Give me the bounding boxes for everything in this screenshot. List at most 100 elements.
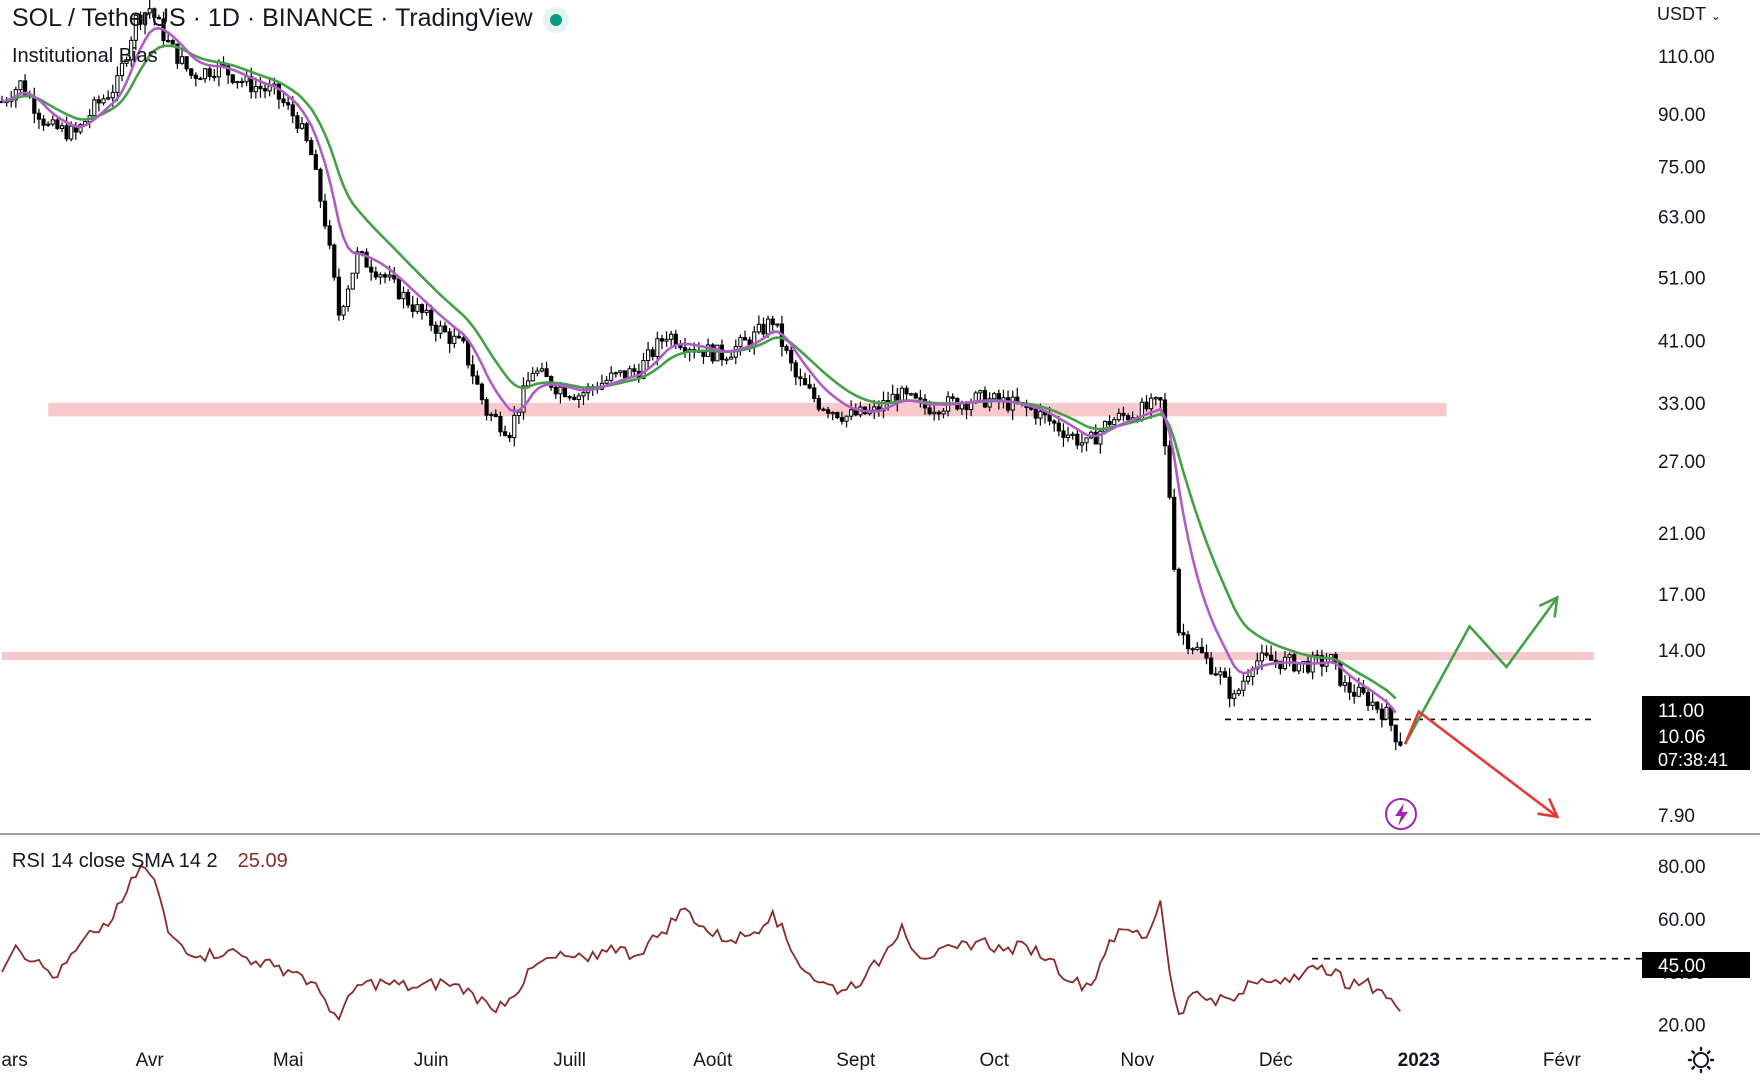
candle-body <box>710 344 715 362</box>
candle-body <box>396 278 401 300</box>
time-tick-label: Juin <box>414 1050 449 1071</box>
candle-body <box>313 154 318 170</box>
candle-body <box>918 397 923 400</box>
candle-body <box>613 372 618 375</box>
candle-body <box>69 125 74 140</box>
rsi-tick-label: 80.00 <box>1658 857 1706 878</box>
candle-body <box>55 119 60 129</box>
time-tick-label: Mars <box>0 1050 28 1071</box>
candle-body <box>41 118 46 126</box>
candle-body <box>447 331 452 344</box>
candle-body <box>1241 680 1246 691</box>
candle-body <box>604 379 609 384</box>
candle-body <box>198 77 203 81</box>
candle-body <box>59 125 65 129</box>
candle-body <box>521 385 526 413</box>
candle-body <box>142 12 148 25</box>
candle-body <box>1375 701 1380 710</box>
candle-body <box>539 368 545 372</box>
candle-body <box>839 417 845 422</box>
candle-body <box>909 393 914 396</box>
candle-body <box>479 383 485 401</box>
candle-body <box>1190 648 1195 651</box>
candle-body <box>202 68 208 80</box>
bullish-scenario-arrow <box>1403 596 1559 745</box>
price-axis[interactable]: 110.00 90.00 75.00 63.00 51.00 41.00 33.00 27.0… <box>1658 47 1715 827</box>
candle-body <box>166 40 171 43</box>
candle-body <box>761 323 766 335</box>
price-tick-label: 33.00 <box>1658 394 1706 415</box>
candle-body <box>1352 691 1357 697</box>
candle-body <box>369 266 374 273</box>
candle-body <box>992 393 997 400</box>
candle-body <box>669 333 674 340</box>
candle-body <box>1278 660 1283 670</box>
time-tick-label: Févr <box>1543 1050 1582 1071</box>
candle-body <box>646 349 651 361</box>
candle-body <box>46 123 51 126</box>
candle-body <box>553 386 558 395</box>
candle-body <box>50 119 55 125</box>
candle-body <box>336 276 341 316</box>
candle-body <box>410 304 415 312</box>
candle-body <box>382 274 388 278</box>
market-status-icon[interactable] <box>543 7 569 33</box>
candle-body <box>359 251 365 254</box>
candle-body <box>1213 673 1218 676</box>
candle-body <box>789 349 794 364</box>
lightning-icon[interactable] <box>1385 798 1417 830</box>
candle-body <box>364 251 369 268</box>
rsi-tick-label: 60.00 <box>1658 910 1706 931</box>
currency-selector[interactable]: USDT ⌄ <box>1657 4 1721 25</box>
candle-body <box>452 335 457 344</box>
indicator-name[interactable]: Institutional Bias <box>12 45 158 67</box>
candle-body <box>1222 671 1228 678</box>
candle-body <box>770 318 775 325</box>
candle-body <box>1296 663 1301 672</box>
candle-body <box>193 74 198 79</box>
time-tick-label: Déc <box>1259 1050 1293 1071</box>
time-tick-label: Août <box>693 1050 733 1071</box>
time-axis[interactable]: Mars Avr Mai Juin Juill Août Sept Oct Nov Déc 2023… <box>0 1050 1582 1071</box>
candle-body <box>881 400 886 412</box>
candle-body <box>1269 654 1274 661</box>
candle-body <box>807 384 812 389</box>
candle-body <box>1075 433 1080 446</box>
candle-body <box>715 344 720 362</box>
rsi-legend-label: RSI 14 close SMA 14 2 <box>12 850 218 872</box>
candle-body <box>378 274 383 278</box>
rsi-line <box>1 864 1401 1022</box>
candle-body <box>830 411 835 415</box>
candle-body <box>498 416 503 433</box>
candle-body <box>133 14 138 41</box>
candle-body <box>1245 675 1251 682</box>
candle-body <box>562 386 568 398</box>
candle-body <box>927 407 932 415</box>
candle-body <box>207 68 212 77</box>
candle-body <box>18 80 23 91</box>
time-tick-label: Oct <box>979 1050 1009 1071</box>
rsi-legend-value: 25.09 <box>237 850 288 872</box>
candle-body <box>950 396 955 399</box>
candle-body <box>124 59 129 64</box>
candle-body <box>1061 430 1066 438</box>
candle-body <box>36 112 42 120</box>
candle-body <box>96 99 102 104</box>
candle-body <box>475 375 480 385</box>
candle-body <box>1365 692 1371 706</box>
support-zones <box>2 402 1595 661</box>
price-tick-label: 110.00 <box>1658 47 1715 68</box>
candle-body <box>558 386 563 395</box>
candle-body <box>1264 652 1269 656</box>
candle-body <box>433 324 438 334</box>
candle-body <box>622 370 628 379</box>
candle-body <box>872 406 877 411</box>
candle-body <box>507 434 512 439</box>
rsi-legend[interactable]: RSI 14 close SMA 14 2 25.09 <box>12 850 288 873</box>
candle-body <box>392 274 397 280</box>
gear-icon[interactable] <box>1687 1046 1715 1074</box>
candle-body <box>936 411 941 415</box>
candle-body <box>1125 415 1131 421</box>
